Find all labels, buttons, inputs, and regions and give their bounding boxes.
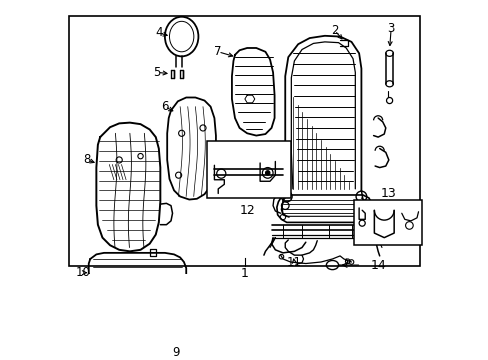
Text: 5: 5 [153, 66, 161, 79]
Text: 14: 14 [370, 258, 386, 271]
Text: 8: 8 [83, 153, 91, 166]
Bar [353, 199, 422, 245]
Bar [206, 141, 290, 198]
Ellipse shape [265, 171, 269, 175]
Text: 6: 6 [161, 100, 168, 113]
Text: 3: 3 [386, 22, 394, 35]
Text: 13: 13 [379, 186, 395, 199]
Text: 4: 4 [155, 26, 162, 39]
Text: 10: 10 [75, 266, 90, 279]
Text: 12: 12 [239, 204, 255, 217]
Text: 2: 2 [330, 24, 338, 37]
Text: 9: 9 [172, 346, 180, 359]
Text: 11: 11 [286, 256, 301, 269]
Text: 7: 7 [214, 45, 222, 58]
Text: 1: 1 [241, 267, 248, 280]
